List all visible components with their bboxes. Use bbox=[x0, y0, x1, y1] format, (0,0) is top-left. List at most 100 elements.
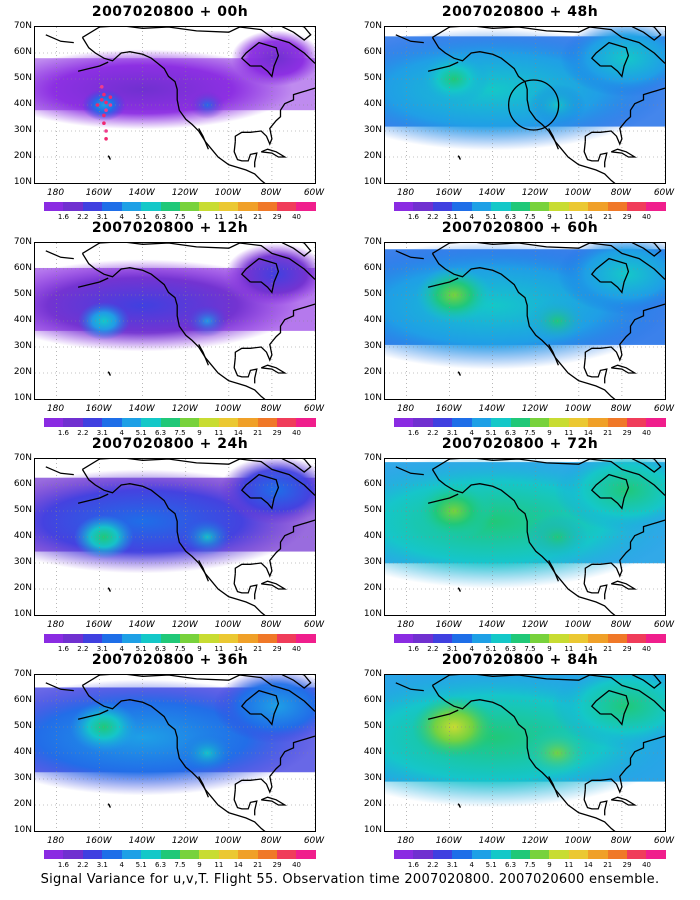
figure-caption: Signal Variance for u,v,T. Flight 55. Ob… bbox=[40, 872, 660, 887]
colorbar-segment bbox=[44, 202, 64, 211]
colorbar-segment bbox=[141, 418, 161, 427]
coastline bbox=[45, 466, 74, 476]
coastline bbox=[457, 371, 461, 376]
coastline bbox=[107, 155, 111, 160]
coastline bbox=[233, 357, 258, 384]
coastline bbox=[457, 803, 461, 808]
colorbar-segment bbox=[394, 418, 414, 427]
colorbar-label: 14 bbox=[233, 645, 243, 653]
colorbar-label: 5.1 bbox=[135, 213, 147, 221]
colorbar-segment bbox=[471, 634, 492, 643]
colorbar-segment bbox=[646, 202, 666, 211]
coastline bbox=[631, 675, 662, 689]
panel-title: 2007020800 + 84h bbox=[441, 652, 599, 668]
colorbar-segment bbox=[82, 202, 103, 211]
colorbar-label: 21 bbox=[253, 861, 263, 869]
coastline bbox=[81, 685, 266, 831]
colorbar-segment bbox=[102, 418, 122, 427]
coastline bbox=[260, 364, 288, 374]
variance-field-east bbox=[225, 243, 315, 306]
lat-label: 40N bbox=[363, 531, 382, 541]
lat-label: 30N bbox=[363, 125, 382, 135]
colorbar-segment bbox=[394, 634, 414, 643]
colorbar-label: 14 bbox=[233, 429, 243, 437]
colorbar bbox=[44, 418, 316, 427]
colorbar-segment bbox=[238, 202, 258, 211]
lon-label: 80W bbox=[610, 188, 632, 198]
colorbar-segment bbox=[627, 202, 647, 211]
colorbar-segment bbox=[471, 202, 492, 211]
colorbar-label: 9 bbox=[547, 645, 552, 653]
lat-label: 30N bbox=[13, 773, 32, 783]
colorbar-label: 7.5 bbox=[174, 429, 186, 437]
lat-label: 60N bbox=[363, 479, 382, 489]
lon-label: 120W bbox=[171, 188, 198, 198]
colorbar-label: 6.3 bbox=[154, 429, 167, 437]
lon-label: 80W bbox=[260, 620, 282, 630]
lat-label: 20N bbox=[13, 799, 32, 809]
coastline bbox=[610, 796, 638, 806]
coastline bbox=[590, 41, 630, 78]
colorbar-label: 11 bbox=[564, 429, 574, 437]
colorbar-segment bbox=[491, 634, 511, 643]
colorbar-segment bbox=[432, 418, 453, 427]
coastline bbox=[457, 587, 461, 592]
colorbar-segment bbox=[218, 850, 239, 859]
variance-map bbox=[34, 674, 316, 832]
colorbar-label: 11 bbox=[564, 645, 574, 653]
colorbar-label: 6.3 bbox=[504, 213, 517, 221]
coastline bbox=[590, 689, 630, 726]
colorbar-label: 40 bbox=[292, 645, 302, 653]
colorbar-label: 2.2 bbox=[77, 645, 89, 653]
colorbar-label: 21 bbox=[253, 645, 263, 653]
colorbar-segment bbox=[471, 418, 492, 427]
lon-label: 180 bbox=[46, 620, 65, 630]
coastline bbox=[432, 459, 665, 496]
lat-label: 10N bbox=[363, 393, 382, 403]
colorbar-label: 5.1 bbox=[485, 861, 497, 869]
lon-label: 100W bbox=[214, 836, 241, 846]
colorbar-segment bbox=[257, 202, 278, 211]
lon-label: 120W bbox=[171, 404, 198, 414]
lat-label: 50N bbox=[363, 721, 382, 731]
colorbar-segment bbox=[160, 850, 180, 859]
coastline bbox=[431, 469, 616, 615]
lon-label: 160W bbox=[85, 188, 112, 198]
lat-label: 20N bbox=[363, 799, 382, 809]
coastline bbox=[610, 580, 638, 590]
colorbar-segment bbox=[452, 418, 472, 427]
lon-label: 160W bbox=[435, 620, 462, 630]
colorbar-label: 3.1 bbox=[446, 213, 458, 221]
colorbar-label: 6.3 bbox=[154, 213, 167, 221]
colorbar-label: 7.5 bbox=[174, 213, 186, 221]
colorbar-label: 3.1 bbox=[96, 429, 108, 437]
coastline bbox=[631, 243, 662, 257]
colorbar-label: 5.1 bbox=[135, 645, 147, 653]
lon-label: 160W bbox=[85, 404, 112, 414]
colorbar-label: 3.1 bbox=[96, 213, 108, 221]
colorbar-segment bbox=[491, 850, 511, 859]
colorbar-segment bbox=[63, 202, 83, 211]
lon-label: 100W bbox=[214, 404, 241, 414]
coastline bbox=[234, 519, 315, 578]
coastline bbox=[45, 250, 74, 260]
lat-label: 10N bbox=[13, 609, 32, 619]
map-panel: 2007020800 + 48h 70N 60N 50N 40N 30N 20N 10N 180… bbox=[350, 4, 690, 222]
lat-label: 60N bbox=[363, 263, 382, 273]
lon-label: 100W bbox=[214, 620, 241, 630]
colorbar-labels: 1.6 2.2 3.1 4 5.1 6.3 7.5 9 11 14 21 29 40 bbox=[394, 861, 666, 870]
map-panel: 2007020800 + 24h 70N 60N 50N 40N 30N 20N 10N 180… bbox=[0, 436, 340, 654]
lon-label: 180 bbox=[396, 188, 415, 198]
colorbar-label: 1.6 bbox=[57, 645, 69, 653]
lat-label: 40N bbox=[13, 99, 32, 109]
lon-label: 140W bbox=[128, 836, 155, 846]
colorbar-label: 1.6 bbox=[407, 213, 419, 221]
colorbar-label: 40 bbox=[642, 861, 652, 869]
lon-label: 100W bbox=[564, 404, 591, 414]
colorbar-segment bbox=[121, 634, 142, 643]
lat-label: 50N bbox=[363, 289, 382, 299]
flight-track-point bbox=[108, 95, 113, 99]
colorbar-label: 3.1 bbox=[446, 645, 458, 653]
lat-label: 10N bbox=[363, 825, 382, 835]
coastline bbox=[82, 675, 315, 712]
